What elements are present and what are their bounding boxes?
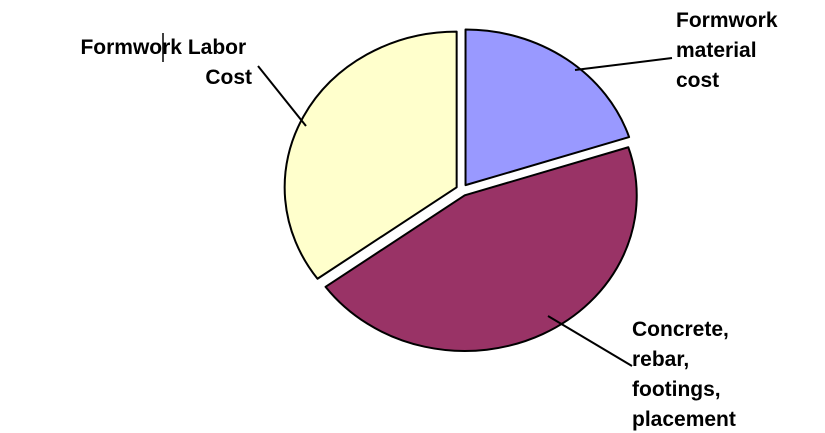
slice-formwork-material-cost — [464, 28, 631, 187]
slice-concrete-rebar-footings-placement — [324, 146, 638, 353]
slice-label-formwork-material-cost: Formwork material cost — [676, 9, 783, 92]
leader-line-concrete-rebar-footings-placement — [547, 315, 633, 367]
slice-label-formwork-labor-cost: Formwork Labor Cost — [80, 36, 252, 89]
slice-label-concrete-rebar-footings-placement: Concrete, rebar, footings, placement — [632, 318, 736, 431]
slice-labels: Formwork material cost Concrete, rebar, … — [80, 9, 783, 431]
leader-lines — [257, 57, 673, 367]
leader-line-formwork-material-cost — [574, 57, 673, 71]
pie-slices — [283, 28, 638, 353]
leader-line-formwork-labor-cost — [257, 65, 307, 127]
slice-formwork-labor-cost — [283, 30, 458, 280]
